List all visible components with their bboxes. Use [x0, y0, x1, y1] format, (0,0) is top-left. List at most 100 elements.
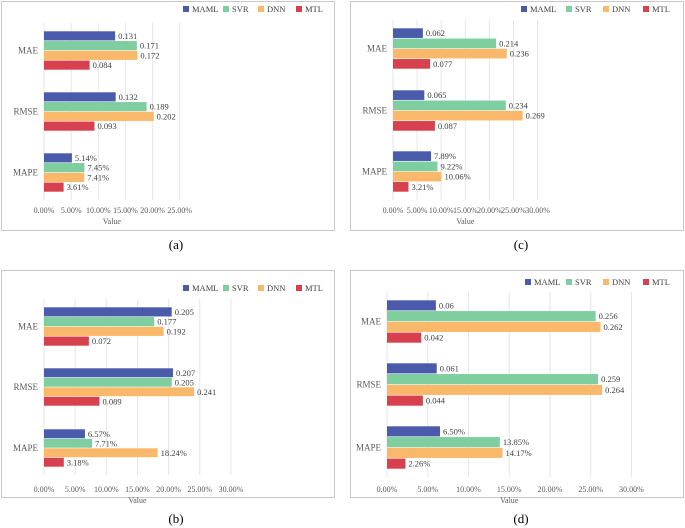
bar-maml-mae — [393, 28, 423, 38]
data-label: 0.132 — [119, 92, 138, 102]
x-tick-label: 0.00% — [34, 485, 55, 494]
legend-label: MAML — [192, 4, 218, 14]
bar-svr-rmse — [44, 377, 172, 387]
legend-label: MTL — [305, 4, 323, 14]
data-label: 14.17% — [505, 448, 531, 458]
bar-dnn-mae — [44, 50, 138, 60]
bar-mtl-mape — [44, 457, 64, 467]
panel-caption: (b) — [168, 511, 183, 526]
bar-mtl-mape — [387, 458, 406, 469]
x-tick-label: 0.00% — [383, 206, 404, 215]
bar-mtl-rmse — [44, 396, 100, 406]
bar-svr-mae — [387, 311, 596, 322]
x-tick-label: 25.00% — [167, 206, 192, 215]
bar-mtl-mape — [393, 182, 409, 192]
bar-dnn-rmse — [393, 110, 523, 121]
legend-swatch — [223, 6, 229, 12]
data-label: 0.189 — [150, 102, 169, 112]
category-label: MAE — [18, 322, 39, 332]
bar-svr-rmse — [393, 100, 506, 111]
x-tick-label: 30.00% — [525, 206, 550, 215]
legend-label: MTL — [652, 4, 670, 14]
x-tick-label: 20.00% — [538, 485, 563, 494]
bar-maml-mae — [44, 31, 116, 41]
data-label: 0.087 — [438, 121, 457, 131]
x-tick-label: 5.00% — [65, 485, 86, 494]
bar-dnn-mae — [387, 321, 601, 332]
legend-swatch — [521, 6, 527, 12]
legend-label: DNN — [267, 283, 285, 293]
bar-svr-rmse — [44, 102, 147, 112]
legend-swatch — [566, 6, 572, 12]
bar-dnn-mape — [44, 448, 158, 458]
data-label: 9.22% — [440, 161, 462, 171]
category-label: RMSE — [13, 107, 38, 117]
x-tick-label: 25.00% — [501, 206, 526, 215]
panel-caption: (d) — [513, 511, 528, 526]
legend-label: DNN — [267, 4, 285, 14]
data-label: 13.85% — [503, 437, 529, 447]
x-tick-label: 15.00% — [125, 485, 150, 494]
data-label: 0.262 — [604, 322, 623, 332]
category-label: RMSE — [356, 380, 381, 390]
legend-swatch — [603, 279, 609, 285]
data-label: 0.241 — [197, 387, 216, 397]
data-label: 6.50% — [443, 426, 465, 436]
data-label: 0.061 — [440, 363, 459, 373]
bar-dnn-mae — [44, 326, 164, 336]
category-label: MAE — [18, 46, 39, 56]
data-label: 0.089 — [102, 396, 121, 406]
bar-svr-mape — [44, 438, 93, 448]
x-tick-label: 0.00% — [34, 206, 55, 215]
x-tick-label: 0.00% — [377, 485, 398, 494]
data-label: 0.202 — [157, 111, 176, 121]
bar-maml-mape — [387, 426, 440, 437]
chart-panel-1: 0.00% 5.00% 10.00% 15.00% 20.00% 25.00% 30.00%… — [350, 1, 684, 252]
x-axis-title: Value — [103, 217, 122, 226]
x-tick-label: 10.00% — [86, 206, 111, 215]
legend-label: DNN — [612, 277, 630, 287]
legend-label: SVR — [232, 4, 249, 14]
category-label: MAPE — [13, 168, 39, 178]
data-label: 0.259 — [601, 374, 620, 384]
panel-caption: (c) — [514, 237, 528, 252]
x-tick-label: 20.00% — [156, 485, 181, 494]
bar-dnn-mape — [387, 447, 503, 458]
data-label: 0.077 — [433, 59, 452, 69]
bar-dnn-mae — [393, 48, 507, 59]
bar-dnn-rmse — [44, 387, 195, 397]
legend-swatch — [566, 279, 572, 285]
legend-label: SVR — [232, 283, 249, 293]
bar-mtl-rmse — [393, 121, 435, 131]
data-label: 0.207 — [176, 368, 195, 378]
bar-svr-rmse — [387, 374, 599, 385]
data-label: 2.26% — [408, 459, 430, 469]
data-label: 0.093 — [97, 121, 116, 131]
bar-dnn-rmse — [44, 111, 154, 121]
legend-swatch — [258, 285, 264, 291]
data-label: 0.072 — [92, 336, 111, 346]
category-label: MAE — [361, 317, 382, 327]
bar-maml-mae — [387, 300, 436, 311]
bar-mtl-mae — [387, 332, 422, 343]
x-tick-label: 30.00% — [619, 485, 644, 494]
legend-swatch — [296, 285, 302, 291]
bar-svr-mape — [44, 163, 85, 173]
x-tick-label: 25.00% — [187, 485, 212, 494]
category-label: MAE — [367, 44, 388, 54]
category-label: RMSE — [13, 382, 38, 392]
x-tick-label: 20.00% — [140, 206, 165, 215]
data-label: 7.45% — [87, 163, 109, 173]
bar-maml-mae — [44, 307, 172, 317]
legend-swatch — [643, 6, 649, 12]
category-label: RMSE — [362, 106, 387, 116]
bar-svr-mape — [393, 161, 438, 172]
legend-label: MAML — [534, 277, 560, 287]
chart-panel-2: 0.00% 5.00% 10.00% 15.00% 20.00% 25.00% 30.00%… — [1, 270, 335, 526]
legend-label: DNN — [612, 4, 630, 14]
bar-maml-mape — [44, 429, 85, 439]
data-label: 7.71% — [95, 438, 117, 448]
x-tick-label: 10.00% — [456, 485, 481, 494]
bar-mtl-mae — [393, 59, 431, 69]
data-label: 7.41% — [87, 172, 109, 182]
